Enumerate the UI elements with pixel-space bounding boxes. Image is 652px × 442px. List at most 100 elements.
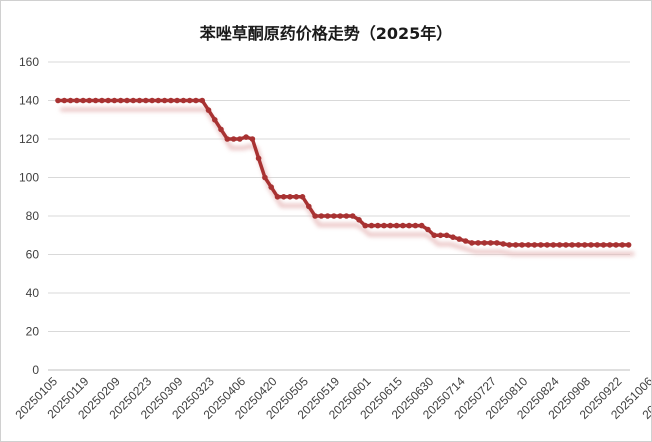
data-point bbox=[425, 226, 431, 233]
y-tick-label: 140 bbox=[19, 94, 39, 108]
data-point bbox=[86, 97, 93, 104]
data-point bbox=[456, 236, 463, 242]
data-point bbox=[237, 136, 243, 142]
data-point bbox=[556, 242, 563, 248]
data-point bbox=[67, 97, 74, 104]
data-point bbox=[443, 232, 450, 239]
data-point bbox=[149, 97, 155, 104]
data-point bbox=[224, 136, 231, 142]
data-point bbox=[412, 222, 419, 229]
data-point bbox=[143, 97, 149, 104]
data-point bbox=[117, 97, 124, 104]
data-point bbox=[274, 194, 281, 200]
data-point bbox=[494, 240, 500, 246]
data-point bbox=[105, 97, 111, 104]
data-point bbox=[381, 222, 387, 229]
y-tick-label: 20 bbox=[26, 325, 40, 339]
data-point bbox=[193, 97, 199, 104]
data-point bbox=[218, 126, 224, 133]
data-point bbox=[337, 213, 344, 219]
data-point bbox=[287, 194, 293, 200]
data-point bbox=[569, 242, 575, 248]
data-point bbox=[563, 242, 569, 248]
data-point bbox=[262, 174, 268, 181]
data-point bbox=[487, 240, 494, 246]
data-point bbox=[92, 97, 99, 104]
data-point bbox=[61, 97, 68, 104]
chart-title: 苯唑草酮原药价格走势（2025年） bbox=[199, 24, 453, 43]
y-tick-label: 100 bbox=[19, 171, 39, 185]
data-point bbox=[506, 242, 513, 248]
data-point bbox=[268, 184, 275, 190]
y-tick-label: 60 bbox=[26, 248, 40, 262]
data-point bbox=[349, 213, 356, 219]
data-point bbox=[180, 97, 187, 104]
data-point bbox=[99, 97, 105, 104]
data-point bbox=[475, 240, 481, 246]
data-point bbox=[136, 97, 143, 104]
data-point bbox=[625, 242, 632, 248]
data-point bbox=[199, 97, 205, 104]
data-point bbox=[588, 242, 594, 248]
data-point bbox=[306, 203, 312, 210]
data-point bbox=[512, 242, 519, 248]
y-tick-label: 40 bbox=[26, 286, 40, 300]
data-point bbox=[500, 241, 507, 247]
data-point bbox=[393, 222, 400, 229]
data-point bbox=[111, 97, 118, 104]
data-point bbox=[293, 194, 300, 200]
data-point bbox=[462, 238, 469, 244]
data-point bbox=[607, 242, 613, 248]
data-point bbox=[581, 242, 588, 248]
data-point bbox=[230, 136, 237, 142]
y-tick-label: 80 bbox=[26, 209, 40, 223]
data-point bbox=[318, 213, 325, 219]
data-point bbox=[168, 97, 174, 104]
data-point bbox=[431, 232, 438, 239]
y-tick-label: 0 bbox=[32, 363, 39, 377]
data-point bbox=[575, 242, 582, 248]
data-point bbox=[418, 222, 425, 229]
series-layer bbox=[55, 97, 635, 256]
data-point bbox=[600, 242, 607, 248]
data-point bbox=[80, 97, 86, 104]
data-point bbox=[594, 242, 600, 248]
data-point bbox=[356, 217, 362, 223]
data-point bbox=[613, 242, 619, 248]
data-point bbox=[387, 222, 394, 229]
data-point bbox=[343, 213, 350, 219]
y-tick-label: 160 bbox=[19, 55, 39, 69]
data-point bbox=[619, 242, 626, 248]
data-point bbox=[544, 242, 550, 248]
data-point bbox=[74, 97, 80, 104]
data-point bbox=[255, 155, 262, 162]
data-point bbox=[550, 242, 557, 248]
data-point bbox=[174, 97, 180, 104]
data-point bbox=[249, 136, 256, 142]
y-tick-label: 120 bbox=[19, 132, 39, 146]
data-point bbox=[186, 97, 193, 104]
data-point bbox=[525, 242, 532, 248]
data-point bbox=[481, 240, 488, 246]
data-point bbox=[538, 242, 544, 248]
data-point bbox=[312, 213, 318, 219]
data-point bbox=[280, 194, 287, 200]
data-point bbox=[212, 117, 218, 123]
data-point bbox=[205, 107, 212, 113]
data-point bbox=[469, 240, 475, 246]
data-point bbox=[331, 213, 337, 219]
data-point bbox=[130, 97, 136, 104]
data-point bbox=[155, 97, 162, 104]
data-point bbox=[400, 222, 406, 229]
data-point bbox=[161, 97, 168, 104]
data-point bbox=[406, 222, 412, 229]
data-point bbox=[375, 222, 381, 229]
data-point bbox=[243, 134, 249, 140]
data-point bbox=[299, 194, 306, 200]
data-point bbox=[324, 213, 331, 219]
data-point bbox=[519, 242, 525, 248]
data-point bbox=[437, 232, 444, 239]
data-point bbox=[124, 97, 130, 104]
